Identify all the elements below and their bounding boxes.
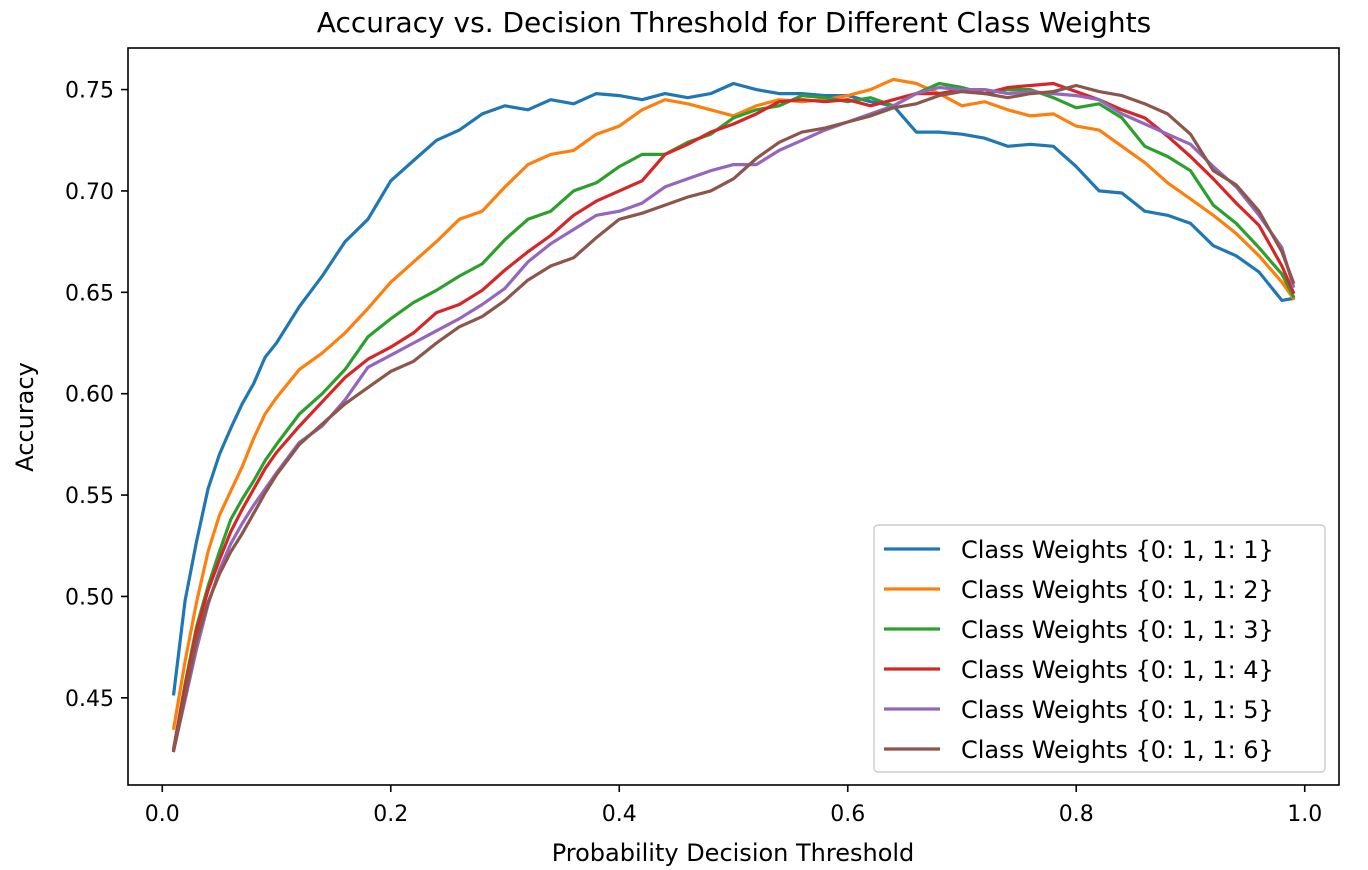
y-tick-label: 0.70 bbox=[65, 180, 114, 205]
plot-frame bbox=[127, 47, 1340, 786]
y-axis-label: Accuracy bbox=[11, 362, 39, 472]
y-tick-label: 0.50 bbox=[65, 585, 114, 610]
x-tick-label: 0.4 bbox=[602, 802, 637, 827]
y-tick-label: 0.65 bbox=[65, 281, 114, 306]
y-tick-label: 0.60 bbox=[65, 383, 114, 408]
legend-label-3: Class Weights {0: 1, 1: 3} bbox=[961, 616, 1274, 644]
legend-label-1: Class Weights {0: 1, 1: 1} bbox=[961, 536, 1274, 564]
series-line-6 bbox=[171, 83, 1296, 753]
x-axis-ticks: 0.0 0.2 0.4 0.6 0.8 1.0 bbox=[145, 785, 1322, 827]
legend-box bbox=[873, 524, 1326, 773]
series-line-1 bbox=[171, 81, 1296, 696]
y-tick-label: 0.55 bbox=[65, 484, 114, 509]
x-tick-label: 1.0 bbox=[1287, 802, 1322, 827]
legend-label-5: Class Weights {0: 1, 1: 5} bbox=[961, 696, 1274, 724]
series-line-3 bbox=[171, 81, 1296, 751]
series-line-2 bbox=[171, 77, 1296, 731]
legend: Class Weights {0: 1, 1: 1} Class Weights … bbox=[873, 524, 1326, 773]
series-layer bbox=[171, 77, 1296, 753]
legend-label-2: Class Weights {0: 1, 1: 2} bbox=[961, 576, 1274, 604]
y-tick-label: 0.75 bbox=[65, 79, 114, 104]
x-tick-label: 0.0 bbox=[145, 802, 180, 827]
x-tick-label: 0.8 bbox=[1059, 802, 1094, 827]
x-axis-label: Probability Decision Threshold bbox=[552, 839, 915, 867]
legend-label-4: Class Weights {0: 1, 1: 4} bbox=[961, 656, 1274, 684]
y-axis-ticks: 0.45 0.50 0.55 0.60 0.65 0.70 0.75 bbox=[65, 79, 128, 712]
y-tick-label: 0.45 bbox=[65, 687, 114, 712]
x-tick-label: 0.2 bbox=[373, 802, 408, 827]
x-tick-label: 0.6 bbox=[830, 802, 865, 827]
legend-label-6: Class Weights {0: 1, 1: 6} bbox=[961, 736, 1274, 764]
chart-title: Accuracy vs. Decision Threshold for Diff… bbox=[317, 6, 1151, 39]
